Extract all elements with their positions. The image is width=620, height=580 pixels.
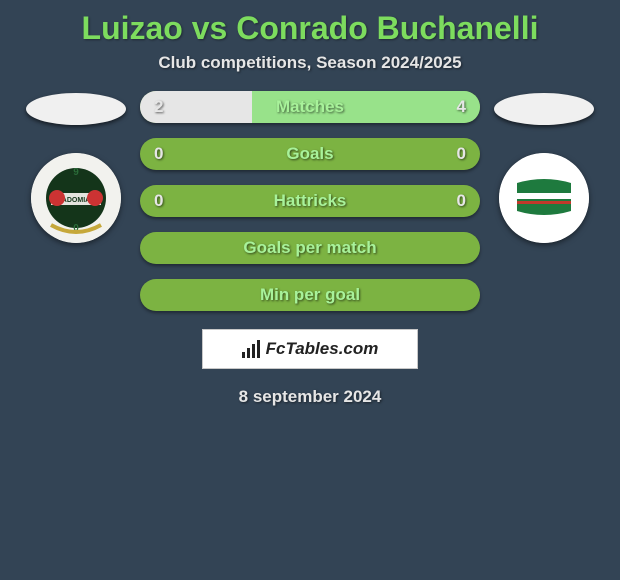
stat-value-left: 2 <box>154 91 163 123</box>
left-player-col: RADOMIAK 9 0 <box>26 91 126 243</box>
club-logo-right <box>499 153 589 243</box>
comparison-panel: RADOMIAK 9 0 24Matches00Goals00Hattricks… <box>0 91 620 311</box>
stat-label: Goals <box>140 138 480 170</box>
stat-bar-fill-right <box>252 91 480 123</box>
stat-label: Hattricks <box>140 185 480 217</box>
page-title: Luizao vs Conrado Buchanelli <box>0 0 620 53</box>
stat-value-left: 0 <box>154 185 163 217</box>
watermark: FcTables.com <box>202 329 418 369</box>
watermark-icon <box>242 340 260 358</box>
svg-text:9: 9 <box>73 167 79 178</box>
stat-value-left: 0 <box>154 138 163 170</box>
stat-bar: 0 0Hattricks <box>140 185 480 217</box>
flag-icon <box>494 93 594 125</box>
club-logo-left: RADOMIAK 9 0 <box>31 153 121 243</box>
stat-value-right: 0 <box>457 138 466 170</box>
subtitle: Club competitions, Season 2024/2025 <box>0 53 620 91</box>
stat-bar: 0 0Goals <box>140 138 480 170</box>
watermark-text: FcTables.com <box>266 339 379 359</box>
stat-bar: Min per goal <box>140 279 480 311</box>
stat-label: Goals per match <box>140 232 480 264</box>
club-logo-left-svg: RADOMIAK 9 0 <box>31 153 121 243</box>
right-player-col <box>494 91 594 243</box>
stats-bars: 24Matches00Goals00HattricksGoals per mat… <box>140 91 480 311</box>
date-text: 8 september 2024 <box>0 369 620 407</box>
club-logo-right-svg <box>499 153 589 243</box>
stat-bar: 24Matches <box>140 91 480 123</box>
stat-value-right: 4 <box>457 91 466 123</box>
flag-icon <box>26 93 126 125</box>
stat-bar: Goals per match <box>140 232 480 264</box>
stat-label: Min per goal <box>140 279 480 311</box>
stat-value-right: 0 <box>457 185 466 217</box>
